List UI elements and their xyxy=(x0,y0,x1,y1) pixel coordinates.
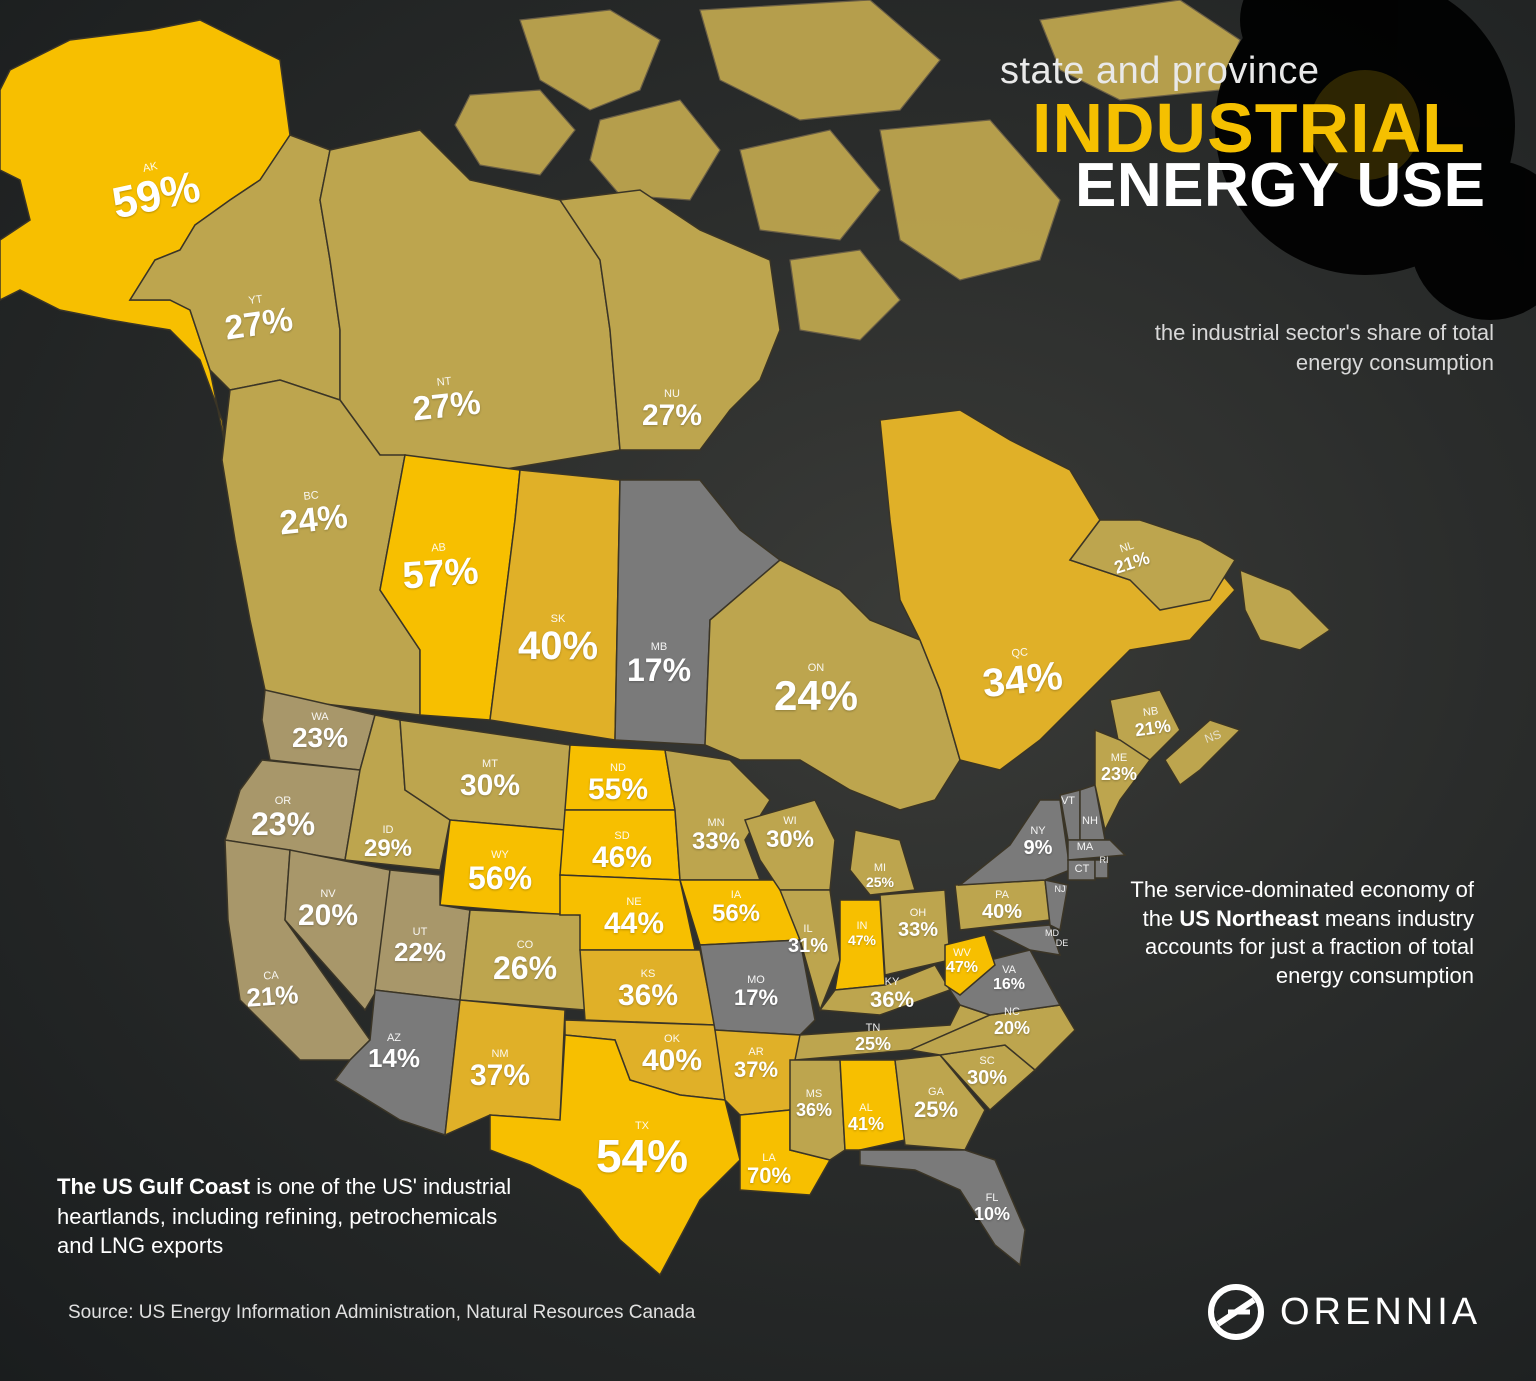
region-SD xyxy=(559,809,681,881)
region-NL-island xyxy=(1239,568,1332,651)
northeast-annotation: The service-dominated economy of the US … xyxy=(1094,876,1474,990)
region-ME xyxy=(1094,728,1152,833)
region-CO xyxy=(459,909,586,1011)
region-PA xyxy=(954,879,1051,931)
region-NU xyxy=(558,189,781,451)
title-line3: ENERGY USE xyxy=(1075,151,1486,220)
region-MI xyxy=(849,829,916,896)
region-MA xyxy=(1067,839,1127,861)
region-AZ xyxy=(333,989,461,1137)
region-ND xyxy=(564,744,676,811)
region-NM xyxy=(444,999,566,1137)
region-RI xyxy=(1094,859,1109,879)
region-IL xyxy=(778,889,841,1013)
region-MN xyxy=(664,749,771,881)
region-NT xyxy=(319,129,621,471)
brand-logo: ORENNIA xyxy=(1206,1282,1481,1342)
gulf-annotation-bold: The US Gulf Coast xyxy=(57,1174,251,1199)
gear-icon xyxy=(1215,0,1536,320)
region-NS xyxy=(1164,719,1242,787)
region-SK xyxy=(489,469,621,741)
region-MD xyxy=(987,924,1062,956)
region-WV xyxy=(944,934,996,996)
region-GA xyxy=(894,1054,986,1151)
northeast-annotation-bold: US Northeast xyxy=(1179,905,1319,931)
region-NY xyxy=(957,799,1071,886)
source-note: Source: US Energy Information Administra… xyxy=(68,1302,696,1323)
region-KS xyxy=(579,949,716,1026)
region-AL xyxy=(839,1059,906,1151)
orennia-logo-icon xyxy=(1208,1284,1264,1340)
gulf-annotation: The US Gulf Coast is one of the US' indu… xyxy=(57,1172,537,1261)
region-NJ xyxy=(1044,879,1069,932)
brand-name: ORENNIA xyxy=(1280,1290,1482,1333)
region-MS xyxy=(789,1059,846,1161)
region-KY xyxy=(818,964,952,1016)
region-WY xyxy=(439,819,566,916)
region-AR xyxy=(714,1029,801,1116)
region-CT xyxy=(1067,859,1096,881)
region-ON xyxy=(704,559,961,811)
region-QC xyxy=(879,409,1236,771)
region-OH xyxy=(879,889,951,976)
subtitle: the industrial sector's share of total e… xyxy=(1154,320,1494,375)
region-TX xyxy=(489,1034,741,1277)
region-NL xyxy=(1068,519,1237,611)
northeast-annotation-pre: The service-dominated economy of the xyxy=(1130,877,1474,931)
region-FL xyxy=(859,1149,1026,1267)
title-line2: INDUSTRIAL xyxy=(1032,89,1466,167)
northeast-annotation-post: means industry accounts for just a fract… xyxy=(1145,905,1474,988)
title-line1: state and province xyxy=(1000,50,1320,92)
region-NV xyxy=(284,849,391,1012)
gulf-annotation-post: is one of the US' industrial heartlands,… xyxy=(57,1174,512,1259)
region-MO xyxy=(699,939,816,1036)
region-IN xyxy=(834,899,886,991)
arctic-islands xyxy=(454,0,1241,341)
region-NE xyxy=(559,874,696,951)
